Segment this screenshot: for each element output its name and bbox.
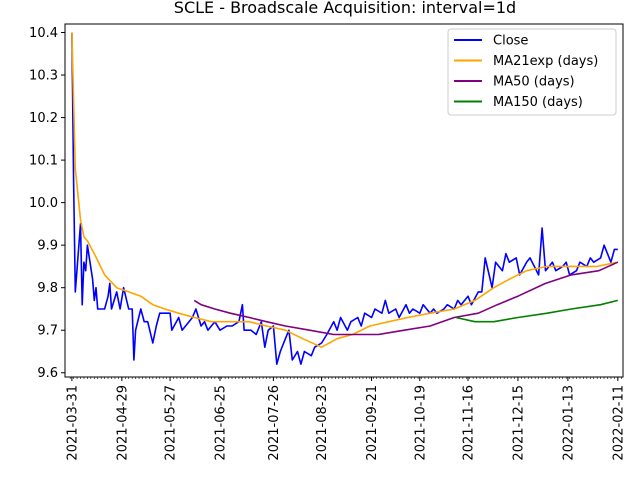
x-tick-label: 2022-01-13 [561,385,576,461]
series-line-1 [71,32,618,348]
legend-label-3: MA150 (days) [493,95,583,110]
x-tick-label: 2021-12-15 [511,385,526,461]
series-line-0 [71,32,618,365]
x-tick-label: 2021-11-16 [462,385,477,461]
plot-area [71,32,619,365]
y-tick-label: 9.7 [37,324,58,339]
series-line-3 [455,299,618,323]
y-tick-label: 10.0 [29,196,58,211]
legend-label-0: Close [493,34,528,49]
x-tick-label: 2021-10-19 [413,385,428,461]
legend-label-2: MA50 (days) [493,75,575,90]
chart-title: SCLE - Broadscale Acquisition: interval=… [174,0,516,17]
y-tick-label: 10.1 [29,154,58,169]
y-tick-label: 9.6 [37,366,58,381]
x-tick-label: 2021-08-23 [315,385,330,461]
y-tick-label: 10.4 [29,26,58,41]
x-axis: 2021-03-31 2021-04-29 2021-05-27 2021-06-25… [65,377,626,461]
x-tick-label: 2021-03-31 [65,385,80,461]
series-line-2 [193,261,619,336]
y-tick-label: 10.2 [29,111,58,126]
legend-box [447,28,617,116]
x-tick-label: 2021-07-26 [267,385,282,461]
x-tick-label: 2022-02-11 [611,385,626,461]
legend-label-1: MA21exp (days) [493,54,598,69]
x-tick-label: 2021-04-29 [115,385,130,461]
y-tick-label: 9.9 [37,239,58,254]
x-tick-label: 2021-09-21 [365,385,380,461]
legend: Close MA21exp (days) MA50 (days) MA150 (day… [447,28,617,116]
axes-frame [64,23,624,378]
y-tick-label: 9.8 [37,281,58,296]
y-tick-label: 10.3 [29,69,58,84]
x-tick-label: 2021-05-27 [164,385,179,461]
y-axis: 9.6 9.7 9.8 9.9 10.0 10.1 10.2 10.3 10.4 [29,26,65,381]
x-tick-label: 2021-06-25 [214,385,229,461]
